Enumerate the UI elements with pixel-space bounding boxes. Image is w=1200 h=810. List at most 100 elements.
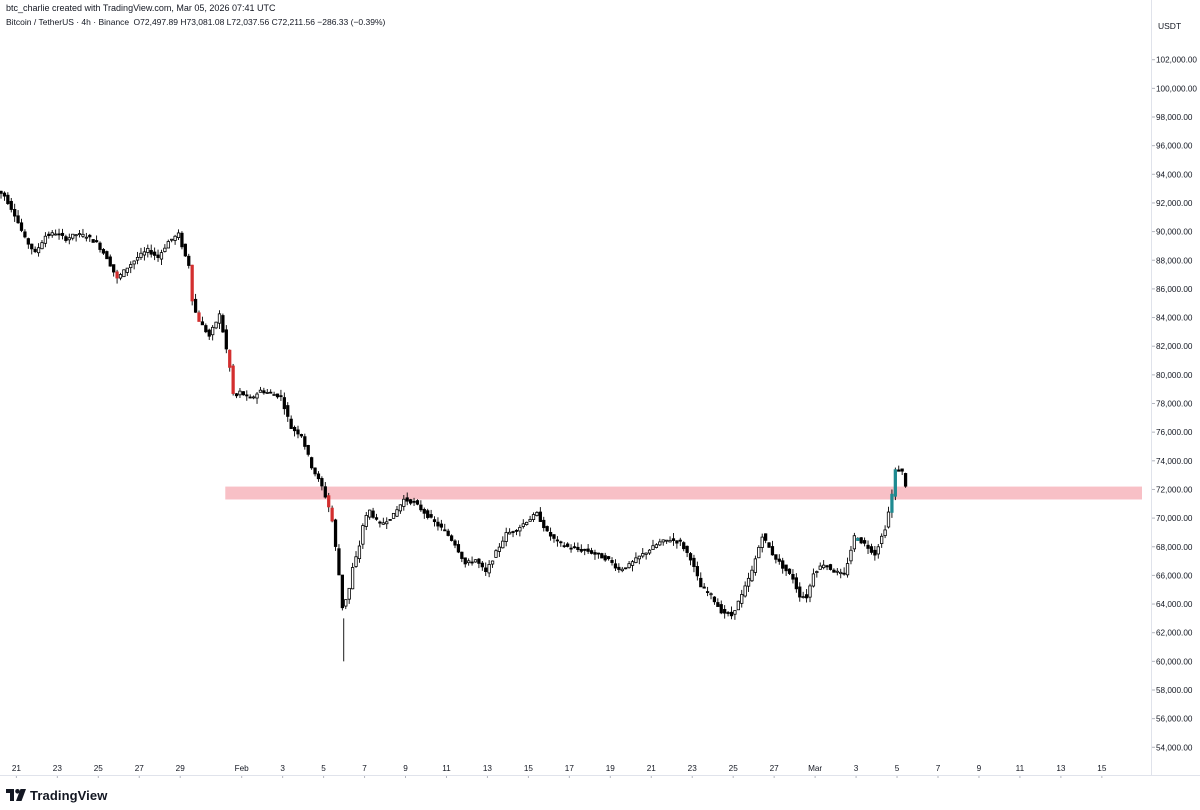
time-tick-label: 21 [647,764,657,773]
candle-body [320,478,324,487]
candle [682,541,686,552]
candle [729,606,734,620]
candle-body [886,511,891,528]
candle [320,476,324,491]
candle [859,537,863,545]
candle [647,548,652,556]
candle-body [600,553,604,559]
candle [197,310,201,322]
candle-body [518,527,522,532]
candle-body [719,604,723,614]
candle-body [241,391,246,396]
price-tick-label: 78,000.00 [1156,400,1193,409]
candle [767,542,771,548]
candle-body [774,554,778,560]
candle [470,556,474,566]
symbol-legend[interactable]: Bitcoin / TetherUS · 4h · Binance O72,49… [6,17,385,27]
candle [852,532,857,552]
candle-body [740,594,744,604]
candle-body [566,543,570,547]
author-credit: btc_charlie created with TradingView.com… [6,3,276,13]
candle [180,231,184,250]
candle [139,247,143,261]
candle-body [132,260,136,265]
candle [313,467,317,477]
candle [593,549,597,560]
candle-body [71,233,75,239]
candle [443,523,447,532]
candle-body [378,521,382,524]
candle-body [903,473,908,487]
candle-body [470,561,474,564]
symbol-title[interactable]: Bitcoin / TetherUS · 4h · Binance [6,17,130,27]
candle-body [682,542,686,550]
candle-body [81,233,85,237]
candle [43,232,48,248]
candle-body [555,539,560,542]
candle [265,389,269,394]
candle [702,583,706,589]
candle-body [839,571,843,575]
candle [415,499,420,506]
candle [555,536,560,547]
candle-body [364,515,368,527]
candle-body [146,247,150,253]
candle-body [108,256,112,267]
candle-body [303,436,307,447]
candle-body [729,611,734,617]
candle [610,557,614,566]
candle-body [190,264,194,302]
time-tick-label: 27 [135,764,145,773]
candle-body [699,577,703,588]
candle [193,293,198,313]
candle-body [866,544,870,549]
candle [262,387,266,395]
candle-body [344,599,348,607]
candle [750,565,754,583]
candle [439,519,443,531]
candle-body [507,531,512,535]
candle-body [91,239,95,243]
price-tick-label: 60,000.00 [1156,657,1193,666]
candle [903,472,908,488]
candle [67,233,71,245]
candle-body [248,396,252,399]
candle [808,583,812,603]
resistance-zone[interactable] [225,486,1143,500]
footer-brand[interactable]: TradingView [6,786,107,804]
candle-body [617,566,621,570]
candle [675,540,679,549]
candle-body [193,298,198,313]
candle-body [139,252,143,258]
candle [774,554,778,564]
candle [385,517,389,529]
candle-body [47,233,51,236]
candle [688,551,693,566]
candle [6,192,10,205]
candle-body [637,555,641,560]
candle [637,555,641,565]
candle-body [480,562,484,568]
candle [245,390,249,401]
candle-body [589,550,594,554]
candle [187,253,191,269]
candle-body [436,521,440,527]
time-tick-label: 15 [1097,764,1107,773]
candle-body [859,537,863,544]
candle-body [16,215,20,224]
candle-body [593,552,597,555]
candle-body [726,612,730,614]
candle [869,543,874,555]
candle [19,218,24,233]
candle [770,540,775,556]
candle [719,600,723,615]
candle-body [828,564,833,570]
candle [108,254,112,267]
candle-body [627,563,631,569]
price-tick-label: 76,000.00 [1156,428,1193,437]
time-tick-label: 29 [176,764,186,773]
currency-label[interactable]: USDT [1158,21,1182,31]
candle-body [101,249,106,254]
candle [763,533,768,544]
